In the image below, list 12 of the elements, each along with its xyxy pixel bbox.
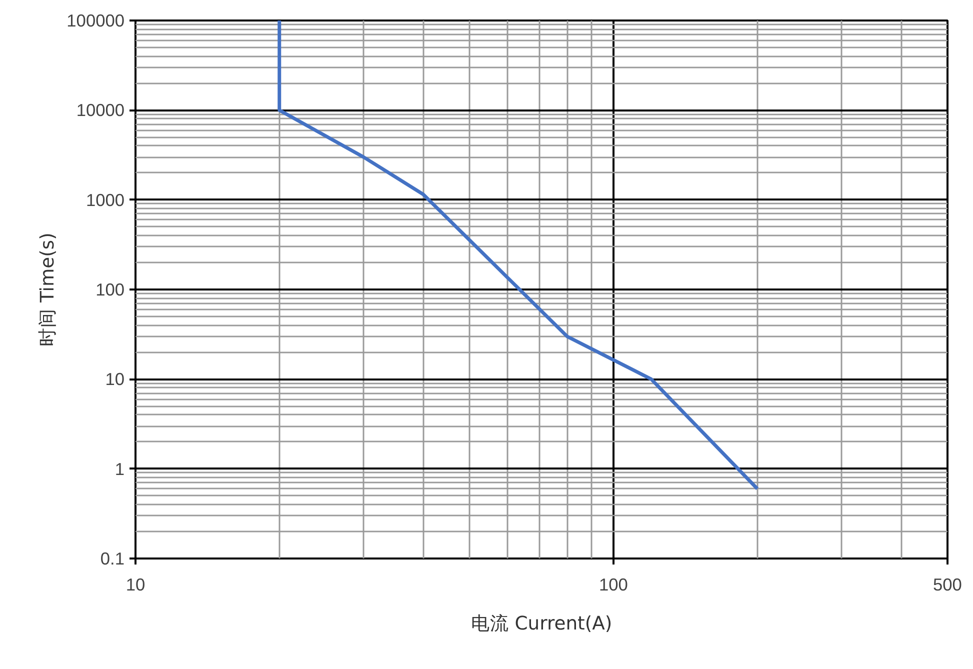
y-tick-label: 0.1 bbox=[100, 548, 125, 568]
x-axis-title: 电流 Current(A) bbox=[470, 612, 612, 634]
y-tick-label: 100 bbox=[96, 280, 125, 300]
x-tick-label: 500 bbox=[933, 574, 962, 594]
y-axis-title: 时间 Time(s) bbox=[38, 232, 59, 346]
y-tick-label: 100000 bbox=[66, 10, 125, 30]
x-tick-label: 100 bbox=[598, 574, 628, 594]
x-tick-label: 10 bbox=[126, 574, 146, 594]
y-tick-label: 10 bbox=[105, 369, 125, 390]
y-tick-label: 1000 bbox=[86, 190, 125, 210]
y-tick-label: 1 bbox=[114, 458, 125, 479]
y-tick-label: 10000 bbox=[76, 100, 124, 120]
